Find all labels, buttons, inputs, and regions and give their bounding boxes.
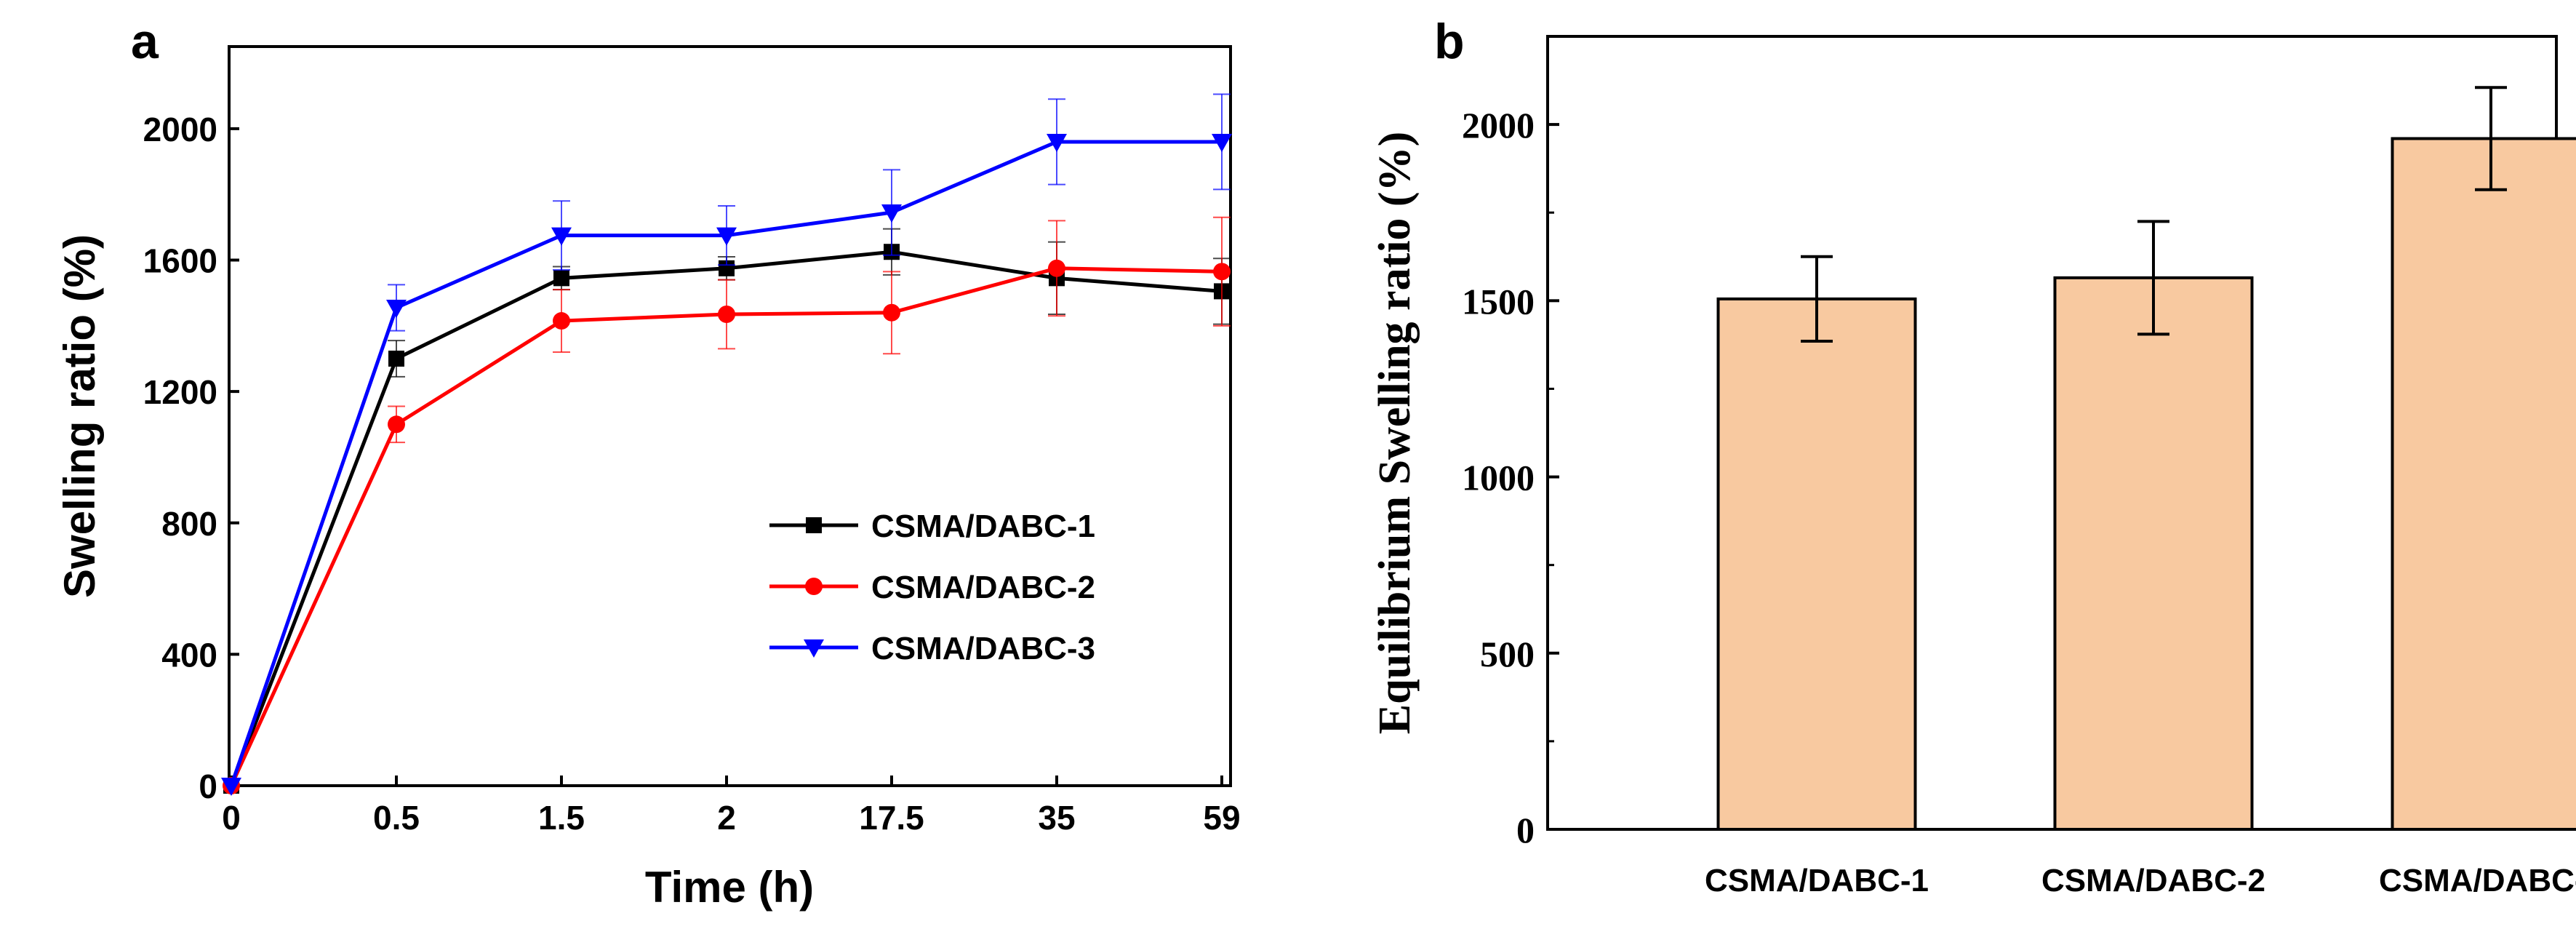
series-csma-dabc-3 bbox=[221, 93, 1232, 796]
data-point-triangle bbox=[551, 227, 572, 246]
legend-entry: CSMA/DABC-2 bbox=[769, 570, 1095, 605]
y-tick-label-a: 0 bbox=[199, 767, 217, 805]
bar bbox=[1716, 297, 1917, 831]
data-point-square bbox=[388, 350, 404, 367]
plot-frame-a bbox=[228, 45, 1232, 787]
x-tick-label-b: CSMA/DABC-2 bbox=[2041, 863, 2265, 898]
y-tick-label-a: 1200 bbox=[143, 373, 217, 411]
panel-label-a: a bbox=[131, 14, 159, 69]
data-point-triangle bbox=[881, 204, 902, 223]
y-tick-label-a: 400 bbox=[161, 636, 217, 674]
series-group-a bbox=[221, 93, 1232, 796]
y-tick-label-b: 1000 bbox=[1462, 458, 1535, 498]
x-tick-label-a: 2 bbox=[717, 799, 736, 837]
data-point-circle bbox=[388, 415, 405, 434]
data-point-square bbox=[553, 270, 569, 287]
y-axis-title-b: Equilibrium Swelling ratio (%) bbox=[1370, 132, 1420, 734]
x-axis-title-a: Time (h) bbox=[645, 863, 814, 912]
legend-entry: CSMA/DABC-1 bbox=[769, 509, 1095, 544]
data-point-triangle bbox=[716, 227, 737, 246]
x-tick-label-a: 17.5 bbox=[859, 799, 924, 837]
bar bbox=[2053, 276, 2254, 832]
y-tick-label-b: 2000 bbox=[1462, 105, 1535, 145]
x-tick-label-a: 0 bbox=[222, 799, 241, 837]
data-point-circle bbox=[1048, 259, 1065, 277]
x-tick-label-b: CSMA/DABC-1 bbox=[1705, 863, 1929, 898]
x-axis-a: 0 0.5 1.5 2 17.5 35 59 bbox=[222, 776, 1241, 837]
x-tick-label-a: 59 bbox=[1203, 799, 1240, 837]
data-point-circle bbox=[718, 306, 735, 324]
legend-label: CSMA/DABC-1 bbox=[871, 509, 1095, 544]
x-tick-label-a: 0.5 bbox=[373, 799, 420, 837]
y-tick-label-a: 800 bbox=[161, 505, 217, 543]
y-tick-label-b: 0 bbox=[1516, 810, 1535, 850]
y-tick-label-b: 500 bbox=[1480, 634, 1535, 674]
series-csma-dabc-2 bbox=[223, 216, 1231, 794]
panel-label-b: b bbox=[1434, 14, 1465, 69]
data-point-triangle bbox=[386, 299, 407, 318]
y-tick-label-b: 1500 bbox=[1462, 281, 1535, 322]
bars-group-b bbox=[1716, 86, 2576, 832]
data-point-circle bbox=[805, 578, 823, 595]
x-tick-label-a: 35 bbox=[1038, 799, 1075, 837]
x-tick-label-a: 1.5 bbox=[538, 799, 585, 837]
line-chart-panel-a: a 0 400 800 1200 1600 2000 0 0.5 1.5 2 17.5 35 59 T… bbox=[55, 14, 1241, 912]
x-tick-label-b: CSMA/DABC-3 bbox=[2379, 863, 2576, 898]
y-axis-b: 0 500 1000 1500 2000 bbox=[1462, 105, 1559, 850]
data-point-circle bbox=[1213, 263, 1231, 281]
y-axis-a: 0 400 800 1200 1600 2000 bbox=[143, 111, 239, 805]
data-point-circle bbox=[883, 303, 900, 322]
data-point-triangle bbox=[804, 639, 824, 658]
data-point-triangle bbox=[1047, 133, 1067, 152]
data-point-square bbox=[806, 517, 822, 533]
y-tick-label-a: 2000 bbox=[143, 111, 217, 148]
x-axis-b: CSMA/DABC-1 CSMA/DABC-2 CSMA/DABC-3 bbox=[1705, 863, 2576, 898]
y-axis-title-a: Swelling ratio (%) bbox=[55, 234, 104, 598]
y-tick-label-a: 1600 bbox=[143, 242, 217, 280]
bar bbox=[2391, 137, 2576, 831]
legend-a: CSMA/DABC-1 CSMA/DABC-2 CSMA/DABC-3 bbox=[769, 509, 1095, 666]
legend-entry: CSMA/DABC-3 bbox=[769, 631, 1095, 666]
data-point-triangle bbox=[221, 778, 241, 796]
legend-label: CSMA/DABC-3 bbox=[871, 631, 1095, 666]
data-point-triangle bbox=[1212, 133, 1232, 152]
data-point-circle bbox=[553, 312, 570, 330]
legend-label: CSMA/DABC-2 bbox=[871, 570, 1095, 605]
